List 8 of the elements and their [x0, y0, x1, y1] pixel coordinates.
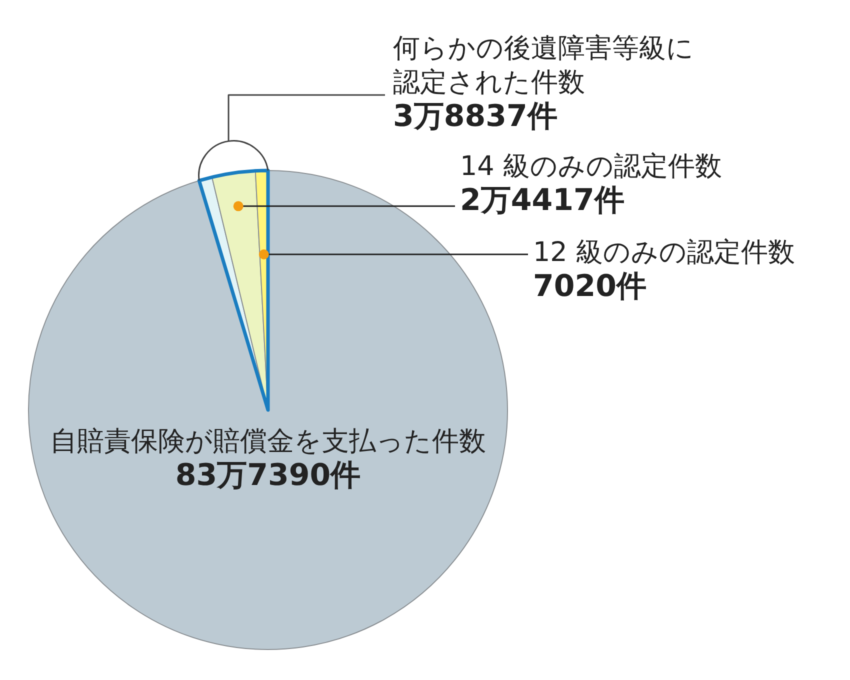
slice-label: 14 級のみの認定件数	[460, 151, 722, 182]
text: 3万8837件	[393, 99, 558, 134]
text: 7020件	[533, 269, 648, 304]
text: 自賠責保険が賠償金を支払った件数	[49, 425, 487, 459]
slice-label: 12 級のみの認定件数	[533, 237, 795, 268]
text: 2万4417件	[460, 183, 626, 218]
text: 何らかの後遺障害等級に認定された件数	[393, 32, 695, 100]
text: 83万7390件	[174, 458, 362, 493]
